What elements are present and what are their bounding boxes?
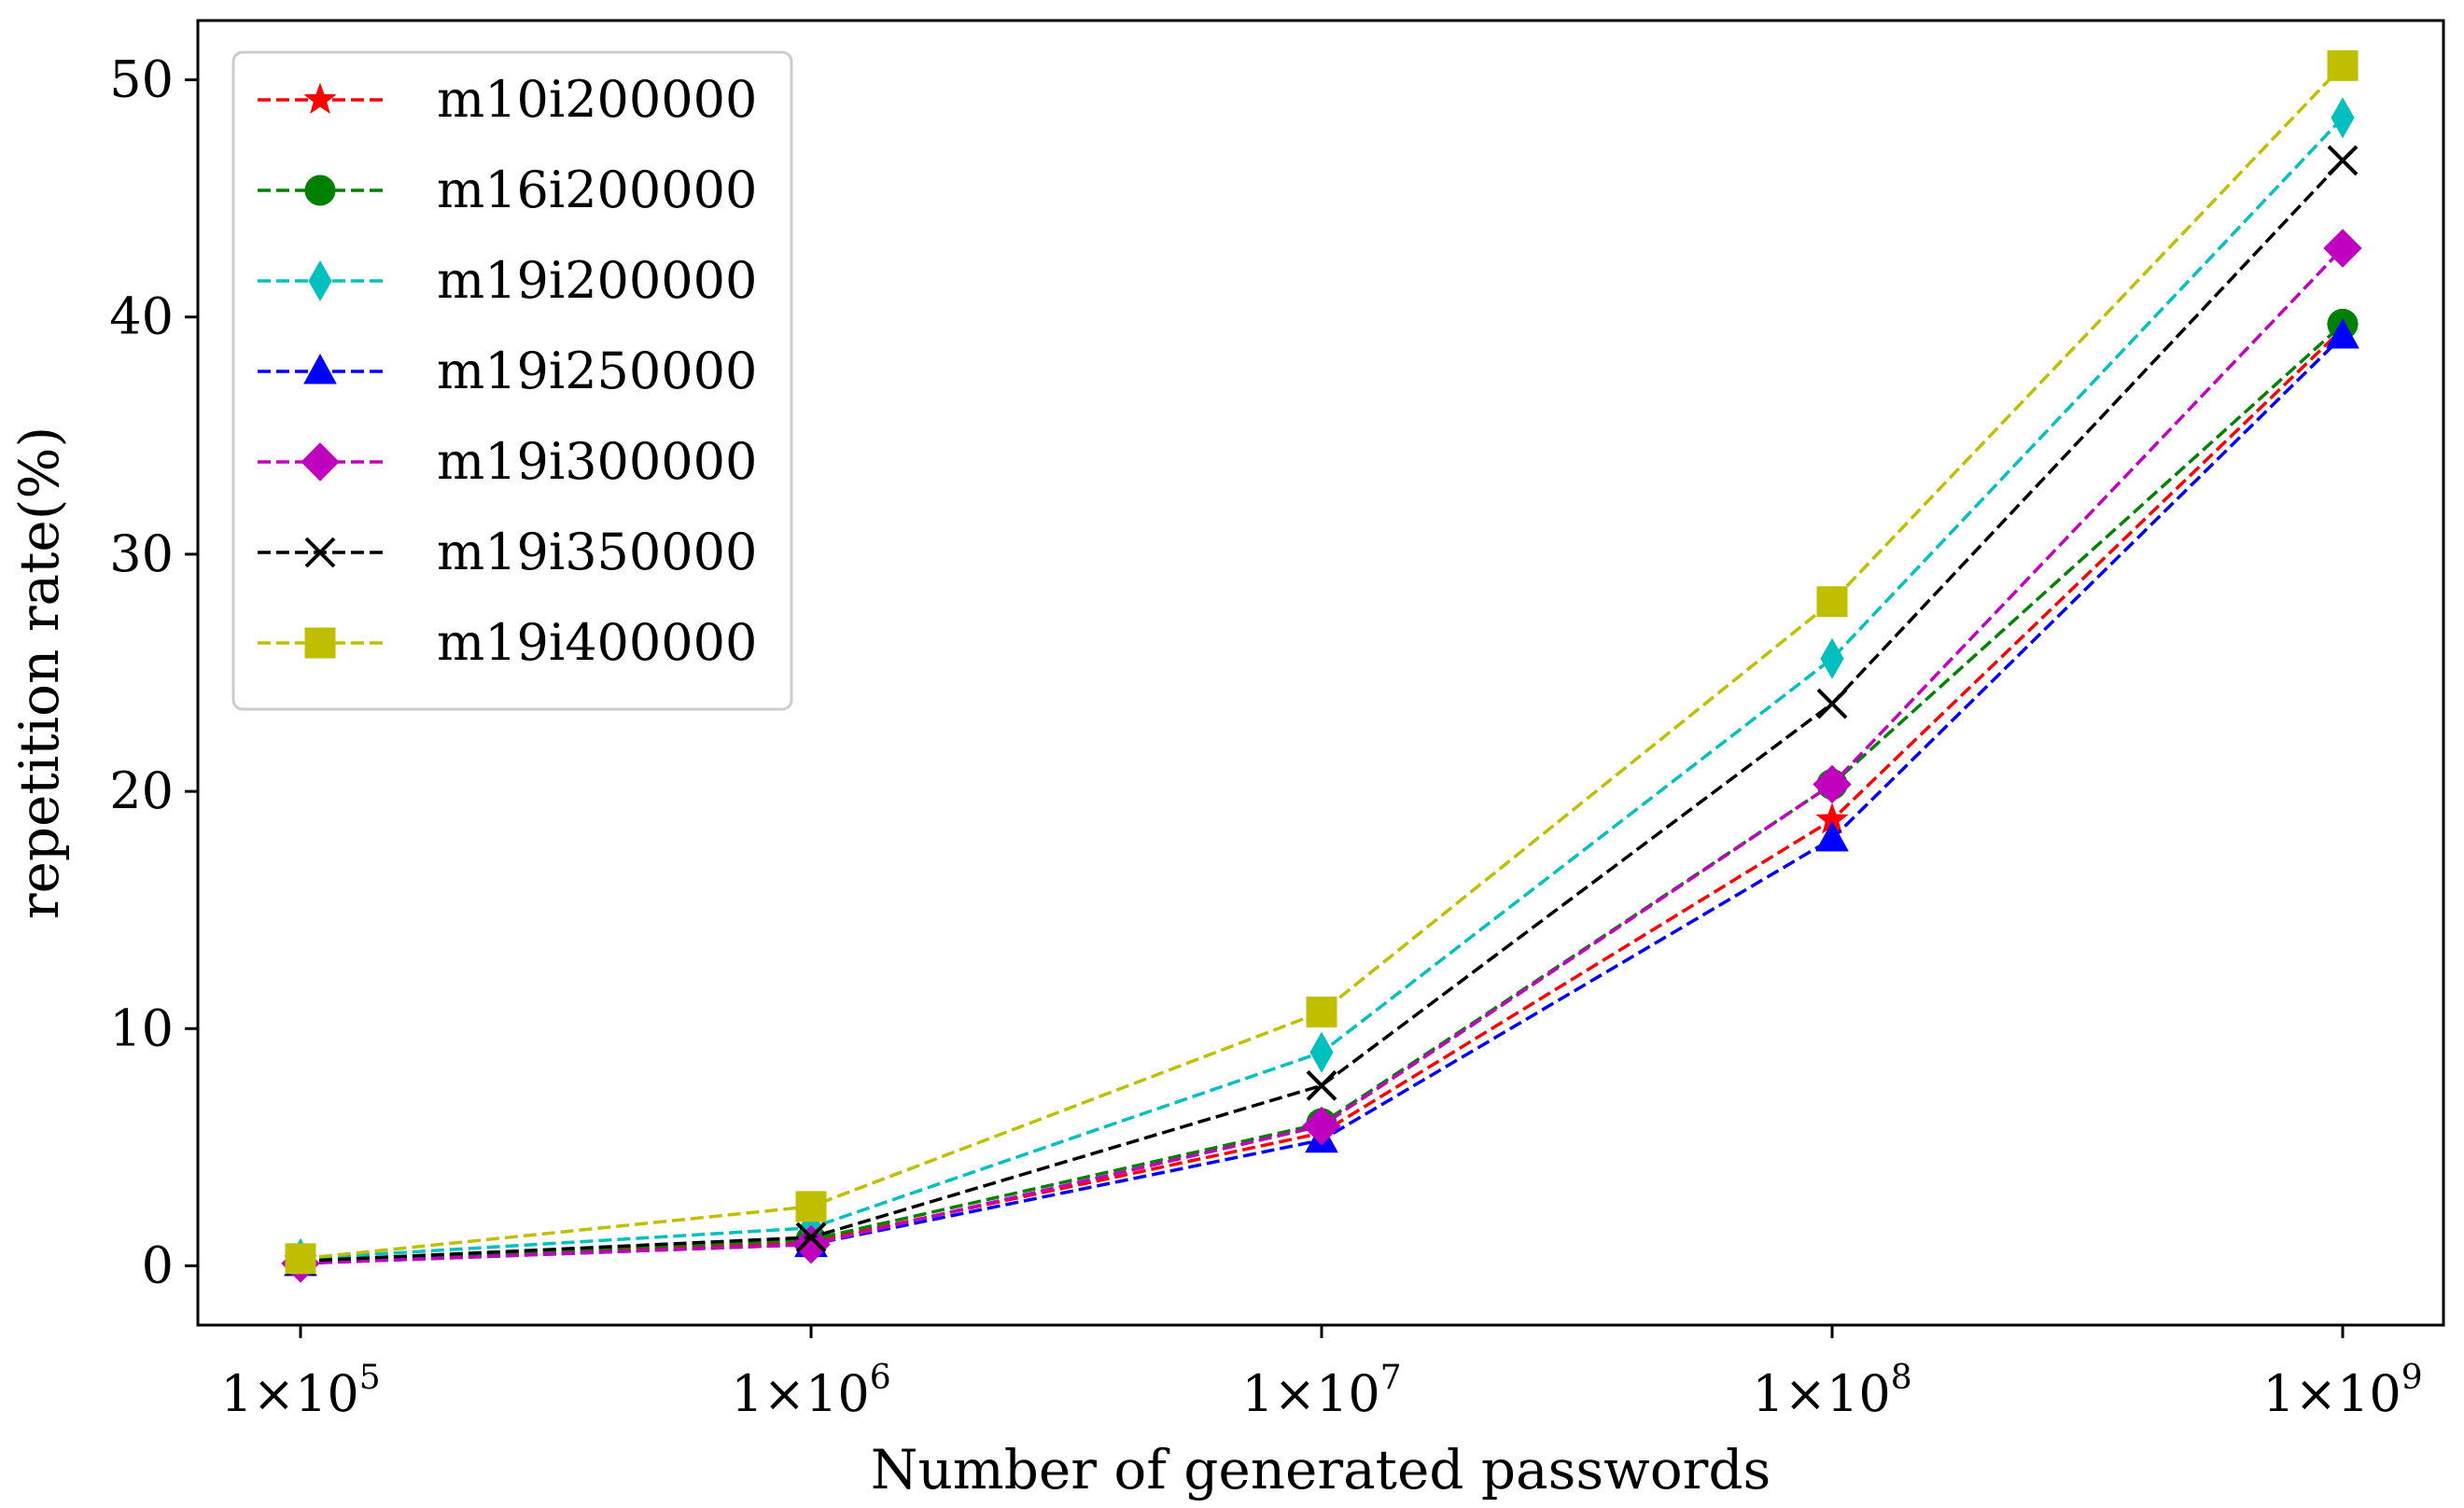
legend-label: m19i350000: [437, 523, 757, 581]
y-tick-label: 30: [109, 524, 174, 583]
series-line: [300, 159, 2345, 1264]
y-tick-label: 40: [109, 287, 174, 346]
series-line: [300, 64, 2345, 1261]
legend-entry: m19i200000: [258, 251, 757, 310]
legend-label: m19i250000: [437, 342, 757, 400]
x-tick-label: 1×109: [2262, 1359, 2422, 1423]
x-tick-label: 1×106: [731, 1359, 890, 1423]
x-tick-label: 1×107: [1241, 1359, 1401, 1423]
data-point: [1306, 1069, 1337, 1101]
legend-label: m19i300000: [437, 432, 757, 491]
data-point: [2323, 229, 2362, 268]
legend: m10i200000 m16i200000 m19i200000 m19i250000…: [231, 50, 793, 711]
data-point: [795, 1191, 827, 1222]
legend-label: m10i200000: [437, 70, 757, 129]
legend-label: m16i200000: [437, 161, 757, 219]
ticks-layer: 0 10 20 30 40 50 1×105 1×106 1×107 1×108 1×109: [109, 50, 2422, 1423]
legend-marker: [304, 175, 336, 206]
data-point: [1302, 1106, 1341, 1146]
data-point: [1820, 637, 1844, 679]
x-tick-label: 1×108: [1752, 1359, 1911, 1423]
y-tick-label: 0: [142, 1236, 174, 1294]
y-tick-label: 20: [109, 761, 174, 820]
legend-label: m19i200000: [437, 251, 757, 310]
legend-entry: m19i250000: [258, 342, 757, 400]
x-axis-label: Number of generated passwords: [871, 1438, 1771, 1501]
data-point: [2331, 97, 2355, 139]
data-point: [1813, 764, 1852, 804]
data-point: [2326, 318, 2359, 349]
legend-marker: [303, 353, 337, 384]
legend-marker: [303, 82, 337, 114]
legend-entry: m19i300000: [258, 432, 757, 491]
legend-label: m19i400000: [437, 613, 757, 672]
data-point: [285, 1243, 316, 1275]
data-point: [1306, 996, 1337, 1027]
data-point: [2327, 145, 2359, 176]
data-point: [791, 1224, 831, 1264]
legend-marker: [301, 442, 340, 482]
x-tick-label: 1×105: [220, 1359, 380, 1423]
data-point: [1816, 688, 1848, 719]
legend-entry: m19i400000: [258, 613, 757, 672]
y-tick-label: 10: [109, 998, 174, 1057]
legend-entry: m10i200000: [258, 70, 757, 129]
legend-marker: [304, 537, 336, 568]
legend-entry: m19i350000: [258, 523, 757, 581]
data-point: [2327, 49, 2359, 81]
y-tick-label: 50: [109, 50, 174, 109]
data-point: [1816, 586, 1848, 618]
legend-marker: [308, 259, 332, 302]
y-axis-label: repetition rate(%): [7, 426, 71, 919]
legend-box: [231, 50, 793, 711]
data-point: [795, 1222, 827, 1253]
series-layer: [281, 49, 2362, 1283]
series-m19i400000: [285, 49, 2359, 1275]
data-point: [1309, 1031, 1334, 1073]
legend-entry: m16i200000: [258, 161, 757, 219]
data-point: [1815, 820, 1849, 852]
legend-marker: [304, 627, 336, 659]
